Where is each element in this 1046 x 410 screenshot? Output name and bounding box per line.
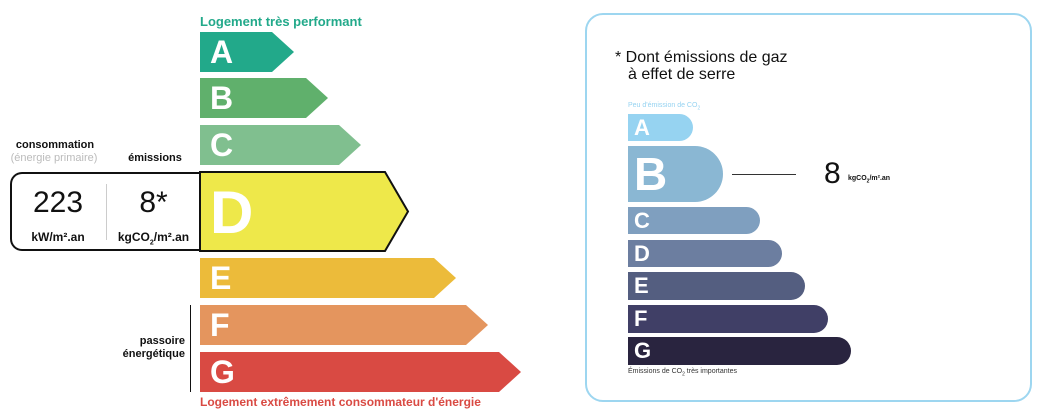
passoire-bracket	[190, 305, 191, 392]
ges-class-d: D	[628, 240, 782, 267]
ges-top-label: Peu d'émission de CO2	[628, 102, 700, 111]
ges-bottom-label: Émissions de CO2 très importantes	[628, 368, 737, 377]
consumption-label: consommation	[15, 139, 95, 151]
label-pre: Peu d'émission de CO	[628, 102, 698, 109]
unit-post: /m².an	[153, 230, 190, 244]
label-pre: Émissions de CO	[628, 368, 683, 375]
ges-title-line1: * Dont émissions de gaz	[615, 49, 788, 66]
unit-post: /m².an	[869, 175, 891, 182]
unit-pre: kgCO	[848, 175, 867, 182]
ges-class-a: A	[628, 114, 693, 141]
ges-class-f: F	[628, 305, 828, 333]
consumption-unit: kW/m².an	[31, 230, 85, 244]
energy-class-a: A	[200, 32, 294, 72]
ges-class-e: E	[628, 272, 805, 300]
label-post: très importantes	[684, 368, 737, 375]
emissions-unit: kgCO2/m².an	[107, 230, 200, 246]
label-sub: 2	[697, 105, 701, 112]
divider	[106, 184, 107, 240]
ges-class-b-current: B	[628, 146, 723, 202]
ges-value: 8	[824, 157, 841, 190]
ges-title-line2: à effet de serre	[628, 66, 736, 83]
ges-panel	[585, 13, 1032, 402]
emissions-value: 8*	[139, 186, 168, 219]
energy-class-f: F	[200, 305, 488, 345]
passoire-line2: énergétique	[122, 348, 185, 360]
unit-sub: 2	[866, 178, 870, 185]
ges-class-g: G	[628, 337, 851, 365]
ges-unit: kgCO2/m².an	[848, 175, 890, 184]
values-box	[10, 172, 210, 251]
energy-class-d-current	[199, 171, 410, 252]
ges-class-c: C	[628, 207, 760, 234]
energy-class-c: C	[200, 125, 361, 165]
consumption-sub: (énergie primaire)	[10, 152, 98, 164]
unit-pre: kgCO	[117, 230, 150, 244]
bottom-label: Logement extrêmement consommateur d'éner…	[200, 395, 481, 409]
energy-class-e: E	[200, 258, 456, 298]
consumption-value: 223	[32, 186, 84, 219]
energy-class-b: B	[200, 78, 328, 118]
energy-class-g: G	[200, 352, 521, 392]
emissions-label: émissions	[128, 152, 182, 164]
energy-class-d-letter: D	[210, 179, 254, 246]
label-sub: 2	[682, 371, 685, 378]
top-label: Logement très performant	[200, 14, 362, 29]
unit-sub: 2	[149, 239, 154, 247]
passoire-line1: passoire	[139, 335, 185, 347]
ges-pointer-line	[732, 174, 796, 175]
